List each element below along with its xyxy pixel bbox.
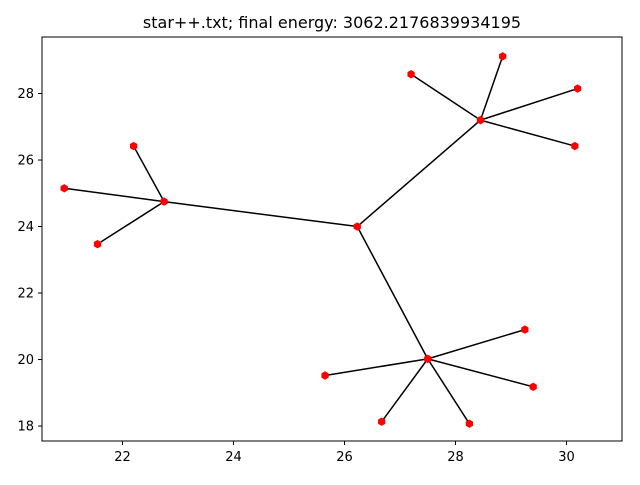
chart-title: star++.txt; final energy: 3062.217683993… — [143, 13, 521, 32]
graph-node-hub-bottom — [424, 354, 432, 364]
graph-edge-hub-bottom-leaf-8 — [324, 358, 428, 377]
graph-edge-hub-top-right-leaf-7 — [480, 119, 576, 147]
graph-edge-hub-left-leaf-1 — [64, 187, 165, 203]
graph-node-leaf-1 — [60, 184, 68, 193]
x-tick-label: 26 — [336, 450, 353, 465]
graph-edge-center-hub-left — [164, 200, 358, 228]
graph-node-leaf-7 — [571, 141, 579, 151]
graph-node-leaf-10 — [465, 419, 474, 428]
axes-layer: 22 24 26 28 30 18 20 22 24 26 28 — [17, 36, 623, 465]
graph-edge-hub-top-right-leaf-5 — [479, 56, 504, 121]
graph-node-leaf-9 — [378, 417, 386, 426]
graph-node-leaf-2 — [129, 141, 138, 151]
graph-node-hub-top-right — [476, 115, 485, 125]
edges-layer — [64, 56, 578, 425]
graph-node-leaf-4 — [407, 70, 415, 79]
x-tick-label: 24 — [225, 450, 242, 465]
y-tick-label: 22 — [17, 287, 34, 302]
y-tick-label: 24 — [17, 220, 34, 235]
graph-node-center — [353, 222, 361, 231]
graph-node-leaf-12 — [529, 382, 537, 391]
graph-node-leaf-3 — [93, 239, 102, 249]
graph-edge-hub-bottom-leaf-10 — [427, 358, 470, 425]
graph-node-hub-left — [160, 197, 168, 206]
y-tick-label: 20 — [17, 353, 34, 368]
graph-edge-hub-bottom-leaf-11 — [427, 328, 526, 360]
nodes-layer — [60, 52, 582, 428]
graph-node-leaf-8 — [321, 371, 329, 380]
x-tick-label: 22 — [114, 450, 131, 465]
graph-edge-hub-top-right-leaf-4 — [410, 73, 481, 121]
graph-edge-hub-top-right-leaf-6 — [480, 87, 578, 121]
graph-edge-center-hub-bottom — [356, 226, 429, 360]
graph-edge-hub-left-leaf-2 — [132, 145, 165, 202]
y-tick-label: 18 — [17, 420, 34, 435]
graph-node-leaf-6 — [573, 84, 582, 93]
graph-edge-hub-left-leaf-3 — [97, 200, 165, 245]
graph-node-leaf-5 — [499, 52, 507, 61]
y-tick-label: 28 — [17, 87, 34, 102]
graph-edge-center-hub-top-right — [356, 119, 481, 228]
x-tick-label: 28 — [447, 450, 464, 465]
graph-edge-hub-bottom-leaf-12 — [427, 358, 534, 388]
graph-edge-hub-bottom-leaf-9 — [381, 358, 429, 423]
y-tick-label: 26 — [17, 154, 34, 169]
axes-frame — [41, 36, 623, 442]
x-tick-label: 30 — [558, 450, 575, 465]
graph-node-leaf-11 — [521, 325, 529, 334]
